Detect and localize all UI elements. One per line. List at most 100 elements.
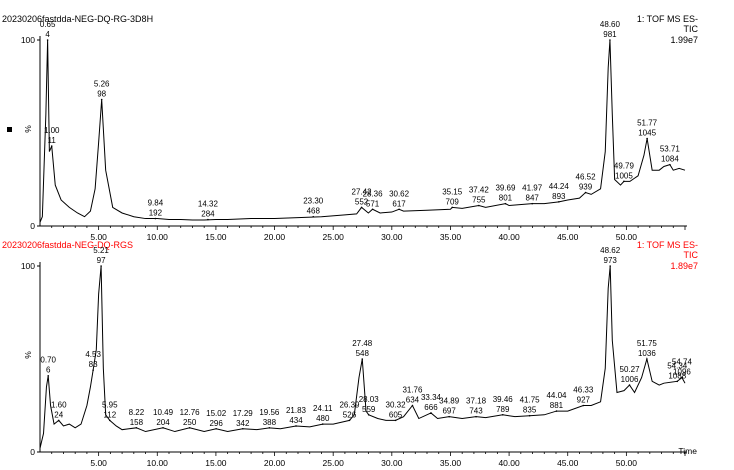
x-tick-label: 40.00 (498, 458, 520, 468)
peak-scan-label: 296 (209, 419, 223, 428)
x-tick-label: 45.00 (557, 232, 579, 242)
x-tick-label: 5.00 (90, 458, 107, 468)
peak-marker (188, 427, 191, 429)
peak-scan-label: 83 (89, 360, 98, 369)
peak-time-label: 37.18 (466, 397, 487, 406)
peak-time-label: 15.02 (206, 409, 227, 418)
peak-time-label: 49.79 (614, 161, 635, 170)
peak-time-label: 28.36 (363, 189, 384, 198)
x-tick-label: 25.00 (323, 232, 345, 242)
peak-scan-label: 666 (424, 403, 438, 412)
peak-marker (448, 415, 450, 418)
max-intensity-label: 1.99e7 (670, 35, 698, 45)
peak-marker (108, 419, 111, 422)
peak-marker (135, 427, 138, 429)
trace-type-label: TIC (684, 250, 699, 260)
peak-marker (361, 358, 364, 360)
x-tick-label: 15.00 (205, 232, 227, 242)
peak-scan-label: 801 (499, 194, 513, 203)
x-tick-label: 35.00 (440, 232, 462, 242)
peak-marker (92, 369, 94, 371)
peak-time-label: 48.62 (600, 246, 621, 255)
peak-scan-label: 847 (526, 194, 540, 203)
peak-scan-label: 552 (355, 197, 369, 206)
peak-scan-label: 4 (45, 30, 50, 39)
peak-time-label: 35.15 (442, 187, 463, 196)
peak-time-label: 41.97 (522, 184, 543, 193)
peak-time-label: 41.75 (520, 396, 541, 405)
peak-time-label: 37.42 (469, 186, 490, 195)
x-tick-label: 50.00 (616, 458, 638, 468)
x-tick-label: 50.00 (616, 232, 638, 242)
peak-scan-label: 548 (356, 349, 370, 358)
peak-marker (555, 410, 558, 412)
peak-marker (646, 358, 648, 360)
y-tick-label-100: 100 (21, 261, 35, 271)
x-tick-label: 15.00 (205, 458, 227, 468)
peak-time-label: 12.76 (180, 408, 201, 417)
peak-scan-label: 881 (550, 401, 564, 410)
peak-marker (100, 265, 102, 267)
peak-scan-label: 284 (201, 209, 215, 218)
peak-time-label: 27.48 (352, 339, 373, 348)
peak-marker (558, 201, 560, 203)
peak-scan-label: 1045 (638, 129, 656, 138)
peak-scan-label: 559 (362, 405, 376, 414)
peak-time-label: 14.32 (198, 199, 219, 208)
tic-trace (39, 265, 686, 449)
chromatogram-panel-bottom: 20230206fastdda-NEG-DQ-RGS 1: TOF MS ES-T… (2, 240, 698, 468)
sample-title: 20230206fastdda-NEG-DQ-RG-3D8H (2, 14, 153, 24)
peak-marker (411, 404, 414, 407)
peak-time-label: 31.76 (402, 386, 423, 395)
peak-marker (504, 202, 507, 205)
peak-scan-label: 1084 (661, 155, 679, 164)
max-intensity-label: 1.89e7 (670, 261, 698, 271)
peak-marker (215, 427, 217, 430)
peak-marker (295, 425, 297, 427)
peak-marker (207, 218, 209, 221)
peak-time-label: 30.32 (386, 400, 407, 409)
y-tick-label-0: 0 (30, 447, 35, 457)
peak-time-label: 8.22 (129, 408, 145, 417)
peak-scan-label: 192 (149, 209, 163, 218)
peak-time-label: 34.89 (439, 397, 460, 406)
peak-time-label: 51.77 (637, 119, 658, 128)
peak-marker (430, 412, 432, 414)
peak-marker (268, 427, 271, 429)
sample-title: 20230206fastdda-NEG-DQ-RGS (2, 240, 133, 250)
peak-marker (531, 202, 533, 205)
y-tick-label-0: 0 (30, 221, 35, 231)
peak-marker (475, 415, 477, 418)
peak-scan-label: 1096 (673, 368, 691, 377)
peak-marker (100, 98, 103, 101)
peak-time-label: 24.11 (313, 404, 333, 413)
peak-scan-label: 158 (130, 418, 144, 427)
peak-scan-label: 617 (392, 199, 406, 208)
peak-scan-label: 893 (552, 192, 566, 201)
trace-type-label: TIC (684, 24, 699, 34)
peak-marker (584, 191, 587, 194)
x-tick-label: 10.00 (147, 232, 169, 242)
x-tick-label: 20.00 (264, 458, 286, 468)
peak-time-label: 28.03 (359, 395, 380, 404)
peak-scan-label: 1036 (638, 349, 656, 358)
x-tick-label: 30.00 (381, 232, 403, 242)
peak-time-label: 53.71 (660, 145, 681, 154)
peak-time-label: 5.21 (93, 246, 109, 255)
peak-scan-label: 11 (48, 136, 57, 145)
peak-scan-label: 1088 (668, 371, 686, 380)
peak-time-label: 1.00 (44, 126, 60, 135)
peak-time-label: 54.34 (667, 361, 688, 370)
peak-scan-label: 6 (46, 366, 51, 375)
peak-marker (312, 215, 315, 218)
peak-marker (367, 414, 370, 416)
peak-scan-label: 571 (366, 199, 380, 208)
peak-time-label: 46.52 (576, 173, 597, 182)
peak-time-label: 46.33 (573, 386, 594, 395)
peak-time-label: 27.42 (352, 187, 373, 196)
peak-time-label: 9.84 (148, 199, 164, 208)
y-tick-label-100: 100 (21, 35, 35, 45)
peak-scan-label: 709 (446, 197, 460, 206)
peak-time-label: 39.46 (493, 395, 514, 404)
